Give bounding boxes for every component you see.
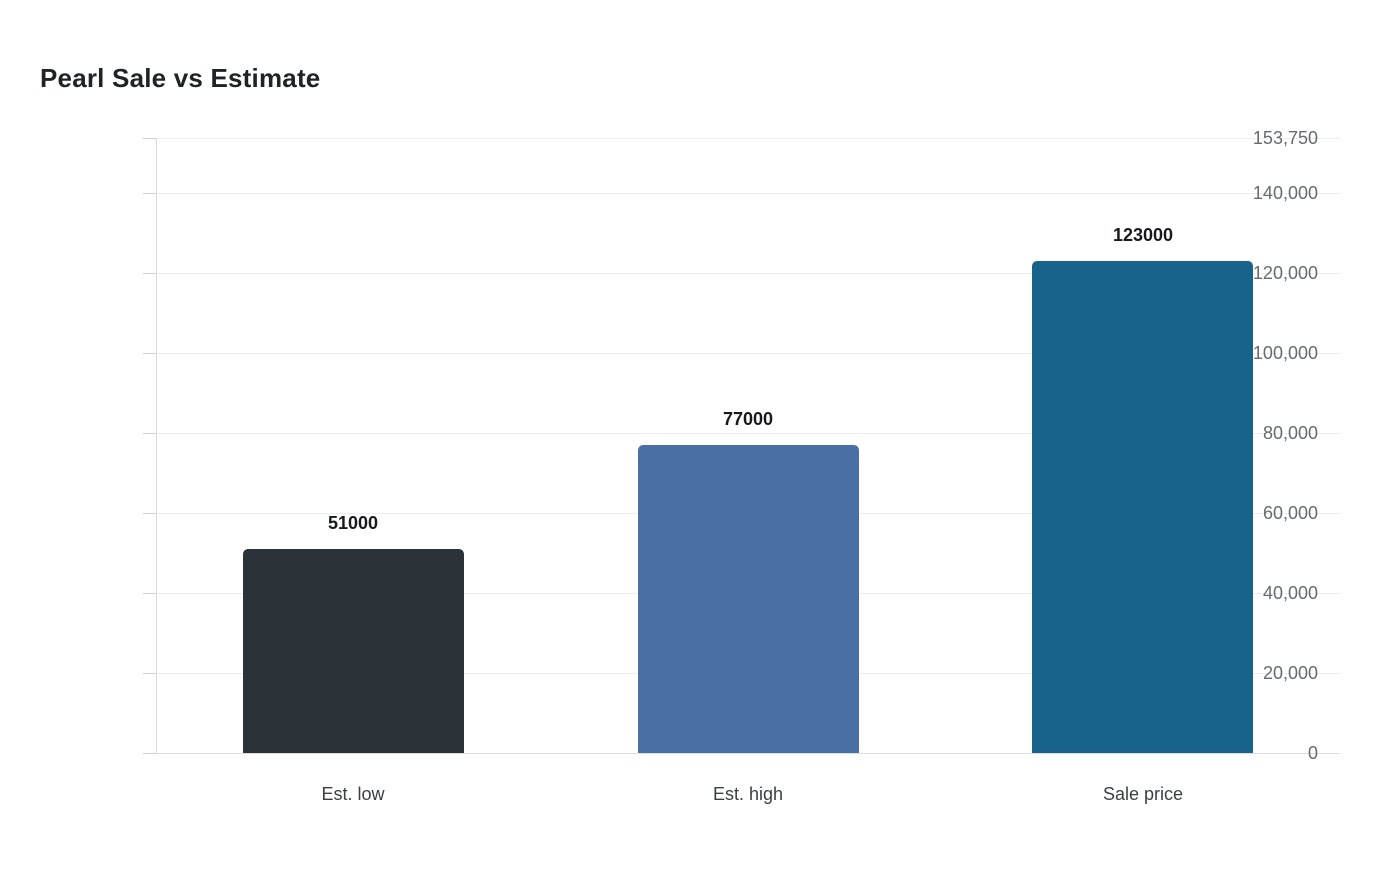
gridline (156, 273, 1340, 274)
y-axis-tick-label: 60,000 (1262, 503, 1318, 523)
bar-est-high[interactable] (638, 445, 859, 753)
gridline (156, 138, 1340, 139)
y-axis-tick-label: 40,000 (1262, 583, 1318, 603)
y-axis-tick-label: 153,750 (1252, 128, 1318, 148)
x-axis-category-label: Est. high (712, 784, 784, 804)
y-axis-tick (143, 193, 156, 194)
y-axis-tick (143, 353, 156, 354)
bar-value-label: 77000 (722, 409, 774, 429)
y-axis-line (156, 138, 157, 753)
gridline (156, 353, 1340, 354)
y-axis-tick (143, 433, 156, 434)
y-axis-tick-label: 80,000 (1262, 423, 1318, 443)
chart-title: Pearl Sale vs Estimate (40, 63, 321, 93)
y-axis-tick (143, 513, 156, 514)
x-axis-category-label: Est. low (321, 784, 385, 804)
gridline (156, 433, 1340, 434)
bar-value-label: 123000 (1112, 225, 1174, 245)
y-axis-tick (143, 593, 156, 594)
y-axis-tick (143, 673, 156, 674)
y-axis-tick (143, 273, 156, 274)
y-axis-tick-label: 140,000 (1252, 183, 1318, 203)
y-axis-tick-label: 120,000 (1252, 263, 1318, 283)
plot-area: 0 20,000 40,000 60,000 80,000 100,000 120,000 1… (143, 128, 1340, 804)
y-axis-tick-label: 0 (1307, 743, 1318, 763)
bar-est-low[interactable] (243, 549, 464, 753)
x-axis-baseline (156, 753, 1340, 754)
y-axis-tick-label: 20,000 (1262, 663, 1318, 683)
y-axis-tick (143, 138, 156, 139)
bar-sale-price[interactable] (1032, 261, 1253, 753)
gridline (156, 193, 1340, 194)
bar-value-label: 51000 (327, 513, 379, 533)
y-axis-tick (143, 753, 156, 754)
y-axis-tick-label: 100,000 (1252, 343, 1318, 363)
x-axis-category-label: Sale price (1102, 784, 1184, 804)
